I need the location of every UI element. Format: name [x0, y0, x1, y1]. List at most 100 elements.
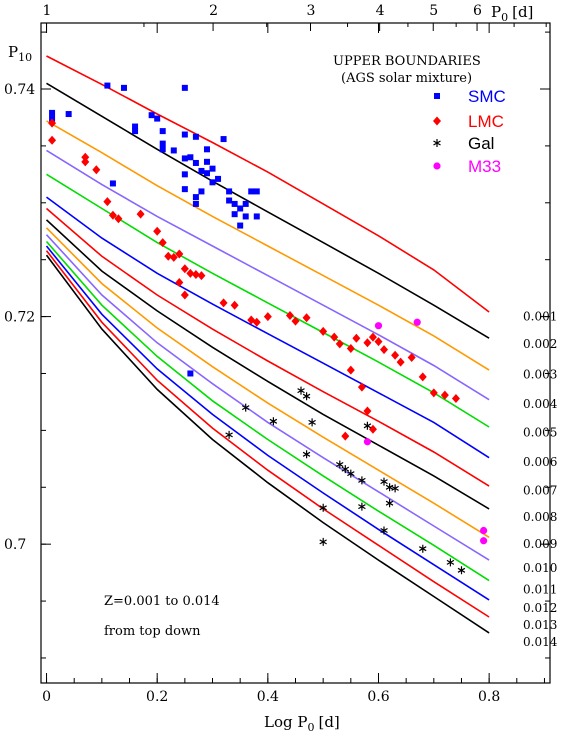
- point-lmc: [451, 394, 460, 404]
- point-smc: [181, 84, 188, 91]
- point-gal: [269, 417, 278, 426]
- point-smc: [203, 158, 210, 165]
- point-lmc: [330, 332, 339, 342]
- point-lmc: [302, 313, 311, 323]
- point-m33: [480, 526, 488, 535]
- point-lmc: [81, 157, 90, 167]
- legend-subtitle: (AGS solar mixture): [341, 71, 472, 86]
- point-smc: [132, 128, 139, 135]
- z-label: 0.011: [523, 583, 557, 597]
- point-lmc: [352, 333, 361, 343]
- point-lmc: [180, 264, 189, 274]
- z-label: 0.005: [523, 426, 557, 440]
- point-smc: [181, 186, 188, 193]
- point-lmc: [363, 338, 372, 348]
- point-lmc: [368, 332, 377, 342]
- model-line-z-0.008: [45, 219, 490, 510]
- point-lmc: [396, 357, 405, 367]
- legend-title: UPPER BOUNDARIES: [333, 54, 481, 69]
- point-smc: [65, 111, 72, 118]
- model-line-z-0.014: [45, 254, 490, 634]
- z-label: 0.008: [523, 510, 557, 524]
- point-smc: [181, 155, 188, 162]
- legend-marker-lmc: [433, 116, 441, 126]
- model-line-z-0.004: [46, 149, 490, 401]
- point-lmc: [153, 226, 162, 236]
- point-lmc: [374, 337, 383, 347]
- point-smc: [248, 188, 255, 195]
- point-gal: [391, 484, 399, 493]
- point-smc: [226, 197, 233, 204]
- model-line-z-0.010: [45, 234, 490, 561]
- legend-marker-m33: [433, 162, 441, 170]
- y-tick-label: 0.72: [4, 310, 35, 326]
- point-smc: [237, 222, 244, 229]
- point-smc: [242, 200, 249, 207]
- point-smc: [242, 213, 249, 220]
- point-gal: [457, 566, 466, 575]
- model-line-z-0.013: [45, 250, 490, 618]
- top-tick-label: 4: [376, 3, 385, 19]
- model-line-z-0.012: [45, 245, 490, 601]
- point-lmc: [363, 406, 372, 416]
- point-lmc: [175, 277, 184, 287]
- point-m33: [374, 322, 383, 330]
- point-smc: [181, 131, 188, 138]
- point-lmc: [391, 350, 400, 360]
- point-smc: [253, 188, 260, 195]
- point-smc: [203, 146, 210, 153]
- point-smc: [220, 136, 227, 143]
- point-smc: [231, 211, 238, 218]
- legend-label-smc: SMC: [468, 87, 506, 106]
- top-tick-label: 3: [307, 3, 316, 19]
- point-smc: [192, 133, 199, 140]
- point-gal: [347, 469, 355, 478]
- point-smc: [187, 154, 194, 161]
- point-lmc: [180, 290, 189, 300]
- point-smc: [192, 194, 199, 201]
- point-m33: [413, 318, 421, 326]
- point-smc: [170, 147, 177, 154]
- point-gal: [241, 403, 250, 412]
- z-label: 0.004: [523, 397, 558, 411]
- z-label: 0.002: [523, 337, 557, 351]
- point-smc: [181, 171, 188, 178]
- top-tick-label: 1: [43, 3, 52, 19]
- point-gal: [297, 386, 305, 395]
- point-lmc: [169, 252, 178, 262]
- y-axis-label: P10: [8, 43, 32, 64]
- legend-label-m33: M33: [468, 157, 501, 176]
- model-line-z-0.007: [45, 207, 490, 487]
- point-lmc: [252, 317, 261, 327]
- z-label: 0.010: [523, 561, 557, 575]
- legend-group: SMC LMC Gal M33: [433, 87, 506, 176]
- point-gal: [335, 460, 344, 469]
- lines-group: [45, 55, 490, 634]
- model-line-z-0.009: [45, 227, 490, 538]
- top-tick-label: 5: [429, 3, 438, 19]
- model-line-z-0.006: [46, 196, 490, 459]
- model-line-z-0.001: [46, 55, 490, 313]
- point-smc: [49, 109, 56, 116]
- legend-marker-smc: [434, 93, 440, 99]
- zlabels-group: 0.001 0.002 0.003 0.004 0.005 0.006 0.007 0.008…: [523, 310, 558, 649]
- point-smc: [109, 180, 116, 187]
- point-lmc: [48, 135, 57, 145]
- point-lmc: [164, 251, 173, 261]
- point-gal: [385, 499, 394, 508]
- point-gal: [380, 526, 388, 535]
- point-lmc: [346, 365, 355, 375]
- point-smc: [192, 159, 199, 166]
- legend-label-lmc: LMC: [468, 112, 504, 131]
- point-lmc: [48, 118, 57, 128]
- point-gal: [363, 421, 372, 430]
- model-line-z-0.002: [46, 82, 490, 339]
- point-smc: [159, 146, 166, 153]
- ticks-group: 0 0.2 0.4 0.6 0.8 0.7 0.72 0.74 1 2 3 4 5 6: [4, 3, 550, 705]
- x-tick-label: 0.2: [146, 689, 168, 705]
- x-tick-label: 0.8: [478, 689, 500, 705]
- point-lmc: [175, 249, 184, 259]
- point-gal: [446, 558, 455, 567]
- x-tick-label: 0.6: [367, 689, 389, 705]
